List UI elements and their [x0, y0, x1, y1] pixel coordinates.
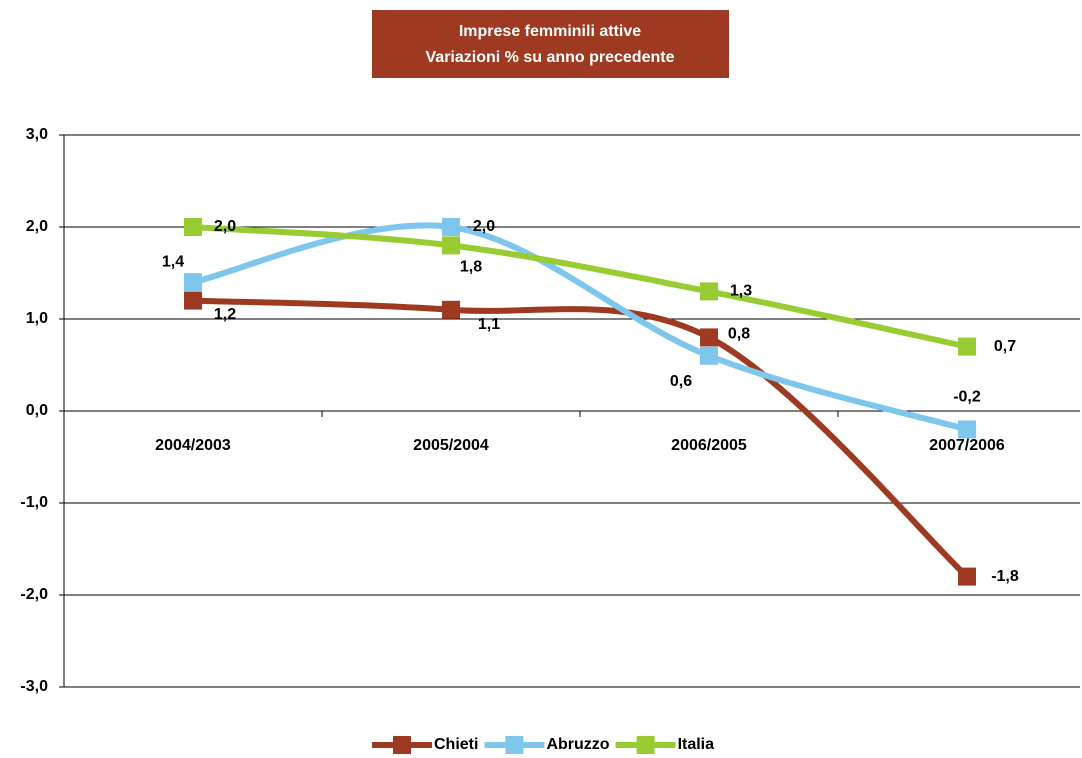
legend-marker: [636, 736, 655, 754]
data-label: 2,0: [214, 218, 236, 235]
series-line: [192, 224, 968, 350]
marker: [958, 567, 976, 586]
legend-marker: [393, 736, 411, 754]
series-line: [192, 297, 970, 579]
legend-label: Abruzzo: [546, 736, 609, 753]
marker: [184, 273, 202, 292]
legend-label: Italia: [678, 736, 715, 753]
marker: [958, 420, 976, 439]
marker: [442, 300, 460, 319]
data-label: 0,6: [670, 373, 692, 390]
y-tick-label: -1,0: [20, 494, 48, 511]
y-tick-label: 0,0: [26, 402, 48, 419]
series-line: [192, 222, 968, 433]
data-label: 2,0: [473, 218, 495, 235]
title-box: [372, 10, 729, 78]
marker: [184, 218, 202, 236]
marker: [184, 291, 202, 310]
marker: [700, 346, 718, 365]
data-label: -1,8: [991, 568, 1019, 585]
data-label: 1,2: [214, 306, 236, 323]
data-label: 1,3: [730, 283, 752, 300]
data-label: 1,4: [162, 253, 184, 270]
y-tick-label: 3,0: [26, 126, 48, 143]
x-tick-label: 2004/2003: [155, 437, 231, 454]
y-tick-label: -3,0: [20, 678, 48, 695]
data-label: 1,8: [460, 259, 482, 276]
marker: [700, 282, 718, 301]
marker: [958, 337, 976, 356]
x-tick-label: 2005/2004: [413, 437, 489, 454]
x-tick-label: 2006/2005: [671, 437, 747, 454]
y-tick-label: 2,0: [26, 218, 48, 235]
y-tick-label: 1,0: [26, 310, 48, 327]
data-label: 1,1: [478, 316, 500, 333]
marker: [700, 328, 718, 347]
chart-subtitle: Variazioni % su anno precedente: [426, 49, 675, 66]
legend-marker: [505, 736, 524, 754]
y-tick-label: -2,0: [20, 586, 48, 603]
data-label: 0,8: [728, 326, 750, 343]
legend-label: Chieti: [434, 736, 478, 753]
marker: [442, 218, 460, 236]
chart-title: Imprese femminili attive: [459, 23, 641, 40]
x-tick-label: 2007/2006: [929, 437, 1005, 454]
data-label: 0,7: [994, 338, 1016, 355]
data-label: -0,2: [953, 389, 981, 406]
marker: [442, 236, 460, 255]
